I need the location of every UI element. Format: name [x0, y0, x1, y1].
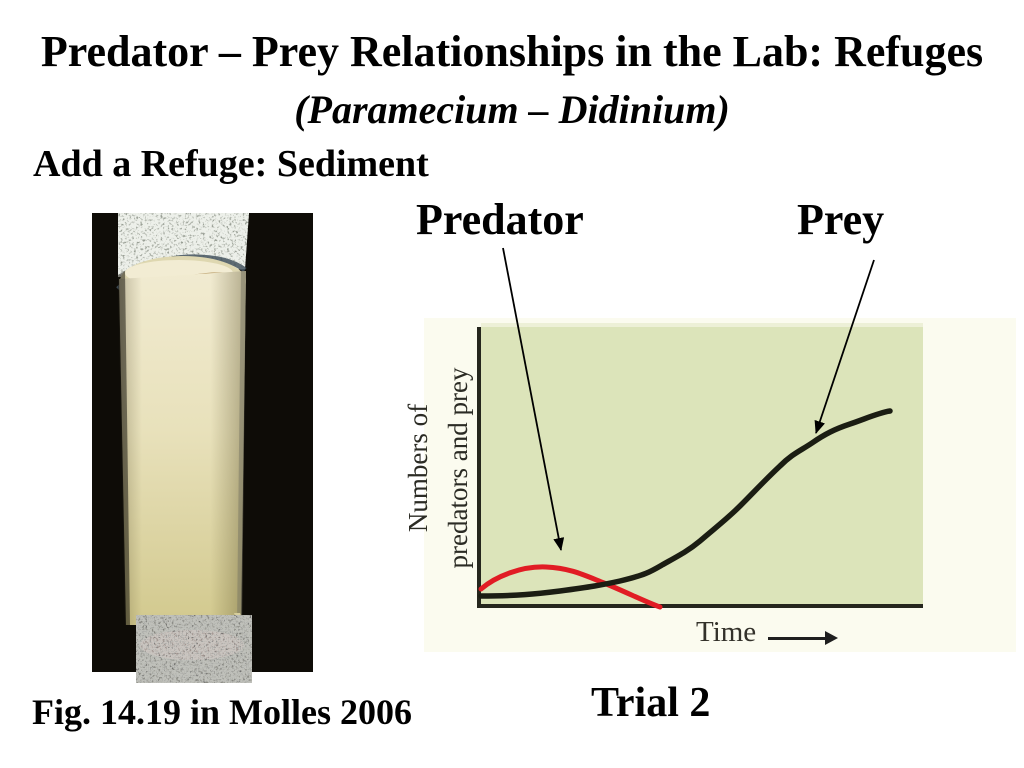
y-axis-label-line1: Numbers of	[403, 403, 433, 533]
sediment-speckle-texture	[136, 615, 252, 683]
predator-prey-chart	[477, 323, 923, 610]
plot-top-strip	[481, 323, 923, 327]
y-axis-line	[477, 327, 481, 608]
predator-curve	[478, 564, 663, 610]
tube-right-edge	[237, 271, 246, 625]
plot-area	[481, 327, 923, 605]
tube-left-edge	[118, 271, 130, 625]
time-axis-arrow-line	[768, 637, 825, 640]
x-axis-line	[477, 604, 923, 608]
slide-subtitle: Add a Refuge: Sediment	[33, 143, 429, 185]
y-axis-label: Numbers of predators and prey	[398, 353, 482, 583]
trial-label: Trial 2	[591, 680, 711, 726]
test-tube-photo	[92, 213, 313, 683]
slide-title-line1: Predator – Prey Relationships in the Lab…	[40, 27, 984, 76]
time-axis-arrow-head-icon	[825, 631, 838, 645]
slide-title-line2: (Paramecium – Didinium)	[294, 87, 730, 132]
liquid-shading	[119, 271, 246, 625]
figure-source-caption: Fig. 14.19 in Molles 2006	[32, 692, 412, 732]
y-axis-label-line2: predators and prey	[443, 367, 473, 569]
predator-annotation-label: Predator	[416, 195, 584, 244]
figure-panel	[424, 318, 1016, 652]
prey-annotation-label: Prey	[797, 195, 885, 244]
x-axis-label: Time	[696, 616, 757, 648]
